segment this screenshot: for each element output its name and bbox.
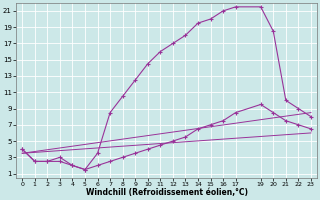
X-axis label: Windchill (Refroidissement éolien,°C): Windchill (Refroidissement éolien,°C) xyxy=(85,188,248,197)
